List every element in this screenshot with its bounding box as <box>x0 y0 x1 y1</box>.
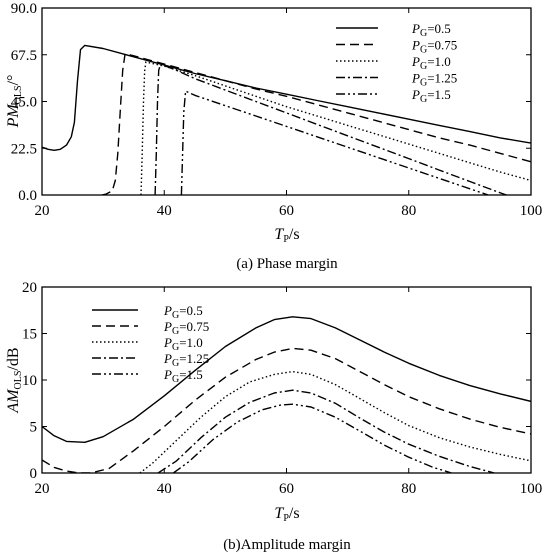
y-label-unit-a: /° <box>5 75 22 86</box>
legend-value: =1.5 <box>427 87 451 102</box>
x-tick-label: 80 <box>401 481 416 497</box>
y-label-sub-a: OLS <box>13 85 24 104</box>
legend-subscript: G <box>172 342 179 353</box>
legend-label: PG=1.0 <box>411 54 451 72</box>
x-label-sub-b: P <box>283 513 289 524</box>
y-tick-label: 20 <box>22 280 37 296</box>
series-line-b-1 <box>42 316 531 443</box>
series-line-b-4 <box>157 389 495 473</box>
legend-value: =1.5 <box>179 367 203 382</box>
legend-subscript: G <box>172 326 179 337</box>
ticks-b: 20 40 60 80 100 0 5 10 15 20 <box>22 280 542 497</box>
legend-label: PG=1.25 <box>411 71 457 89</box>
legend-symbol: P <box>411 87 420 102</box>
legend-symbol: P <box>163 303 172 318</box>
x-tick-label: 20 <box>35 481 50 497</box>
x-label-unit-b: /s <box>289 505 300 522</box>
x-axis-label-a: TP/s <box>274 226 299 245</box>
y-label-main-b: AM <box>5 388 22 414</box>
series-group-a <box>42 44 531 195</box>
y-tick-label: 0.0 <box>18 188 37 204</box>
legend-symbol: P <box>411 54 420 69</box>
legend-subscript: G <box>420 78 427 89</box>
legend-subscript: G <box>420 45 427 56</box>
legend-subscript: G <box>420 28 427 39</box>
legend-value: =1.0 <box>179 335 203 350</box>
legend-symbol: P <box>411 38 420 53</box>
legend-subscript: G <box>172 374 179 385</box>
y-tick-label: 10 <box>22 373 37 389</box>
legend-label: PG=0.5 <box>163 303 203 321</box>
y-tick-label: 15 <box>22 327 37 343</box>
x-tick-label: 60 <box>279 203 294 219</box>
series-line-b-3 <box>139 370 531 473</box>
legend-symbol: P <box>163 367 172 382</box>
series-line-a-5 <box>180 90 489 195</box>
legend-symbol: P <box>163 335 172 350</box>
x-label-main-a: T <box>274 226 284 243</box>
legend-subscript: G <box>420 94 427 105</box>
series-line-a-3 <box>140 61 531 195</box>
legend-value: =1.0 <box>427 54 451 69</box>
legend-label: PG=1.5 <box>163 367 203 385</box>
legend-symbol: P <box>163 319 172 334</box>
y-tick-label: 0 <box>30 466 38 482</box>
y-tick-label: 45.0 <box>11 95 37 111</box>
legend-label: PG=0.5 <box>411 21 451 39</box>
caption-a: (a) Phase margin <box>236 256 338 272</box>
legend-subscript: G <box>172 310 179 321</box>
legend-value: =0.5 <box>179 303 203 318</box>
series-line-a-4 <box>154 63 507 195</box>
y-axis-label-a: PMOLS/° <box>5 75 24 129</box>
series-line-b-2 <box>42 347 531 473</box>
x-label-main-b: T <box>274 505 284 522</box>
legend-value: =0.75 <box>179 319 209 334</box>
plot-frame-a <box>41 7 532 196</box>
x-label-unit-a: /s <box>289 226 300 243</box>
y-tick-label: 90.0 <box>11 1 37 17</box>
x-tick-label: 100 <box>520 203 543 219</box>
legend-subscript: G <box>172 358 179 369</box>
plot-frame-b <box>41 286 532 474</box>
x-tick-label: 60 <box>279 481 294 497</box>
y-tick-label: 22.5 <box>11 141 37 157</box>
x-tick-label: 100 <box>520 481 543 497</box>
legend-label: PG=0.75 <box>411 38 457 56</box>
legend-value: =0.75 <box>427 38 457 53</box>
legend-label: PG=0.75 <box>163 319 209 337</box>
series-line-b-5 <box>172 403 452 473</box>
caption-b: (b)Amplitude margin <box>223 537 351 553</box>
legend-subscript: G <box>420 61 427 72</box>
x-tick-label: 80 <box>401 203 416 219</box>
x-label-sub-a: P <box>283 234 289 245</box>
series-line-a-2 <box>101 53 531 195</box>
legend-value: =1.25 <box>427 71 457 86</box>
y-label-unit-b: /dB <box>5 347 22 370</box>
series-group-b <box>42 316 531 473</box>
x-axis-label-b: TP/s <box>274 505 299 524</box>
y-tick-label: 67.5 <box>11 48 37 64</box>
legend-value: =0.5 <box>427 21 451 36</box>
legend-label: PG=1.25 <box>163 351 209 369</box>
series-line-a-1 <box>42 44 531 151</box>
legend-label: PG=1.5 <box>411 87 451 105</box>
legend-symbol: P <box>411 71 420 86</box>
x-tick-label: 40 <box>157 203 172 219</box>
y-label-main-a: PM <box>5 103 22 129</box>
x-tick-label: 40 <box>157 481 172 497</box>
legend-symbol: P <box>411 21 420 36</box>
y-label-sub-b: OLS <box>13 371 24 390</box>
y-axis-label-b: AMOLS/dB <box>5 347 24 413</box>
y-tick-label: 5 <box>30 420 38 436</box>
x-tick-label: 20 <box>35 203 50 219</box>
legend-label: PG=1.0 <box>163 335 203 353</box>
legend-value: =1.25 <box>179 351 209 366</box>
legend-symbol: P <box>163 351 172 366</box>
